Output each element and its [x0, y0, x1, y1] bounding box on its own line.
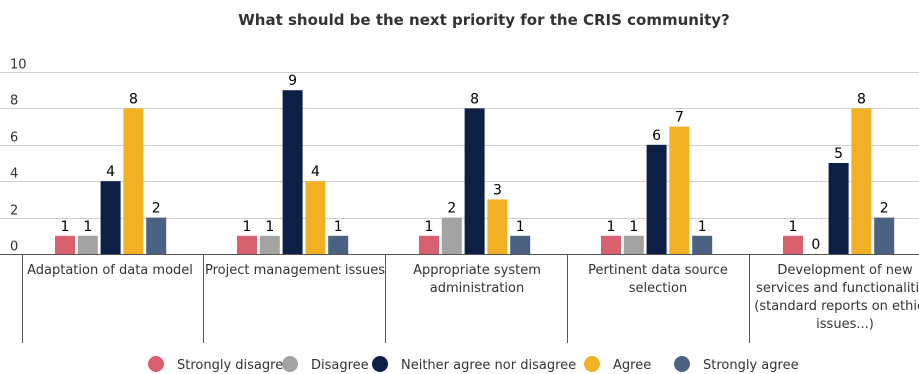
bar-strongly-disagree [601, 235, 621, 254]
bar-agree [123, 108, 144, 255]
legend-marker [584, 356, 600, 372]
category-label: Appropriate system administration [413, 263, 541, 296]
data-label: 1 [607, 219, 616, 235]
data-label: 9 [288, 73, 297, 89]
legend-label: Strongly agree [703, 358, 799, 373]
data-label: 0 [811, 237, 820, 253]
bar-strongly-agree [874, 217, 895, 254]
bar-neither-agree-nor-disagree [828, 163, 849, 254]
bar-agree [669, 126, 690, 254]
data-label: 1 [83, 219, 92, 235]
category-axis: Adaptation of data model Project manageme… [22, 254, 919, 343]
y-tick-label: 8 [10, 94, 18, 109]
bar-strongly-agree [692, 235, 713, 254]
y-axis-ticks: 0 2 4 6 8 10 [10, 58, 27, 255]
bar-strongly-disagree [419, 235, 439, 254]
y-tick-label: 2 [10, 204, 18, 219]
data-label: 4 [106, 164, 115, 180]
bar-agree [487, 199, 508, 254]
bar-neither-agree-nor-disagree [282, 90, 303, 254]
bar-neither-agree-nor-disagree [464, 108, 485, 255]
data-label: 2 [880, 201, 889, 217]
data-label: 8 [857, 91, 866, 107]
bar-disagree [623, 235, 644, 254]
bar-agree [851, 108, 872, 255]
data-label: 3 [493, 182, 502, 198]
data-label: 1 [698, 219, 707, 235]
data-label: 1 [334, 219, 343, 235]
category-label: Adaptation of data model [27, 263, 193, 278]
data-label: 1 [243, 219, 252, 235]
bar-strongly-disagree [783, 235, 803, 254]
bar-strongly-disagree [237, 235, 257, 254]
legend-marker [372, 356, 388, 372]
legend-label: Agree [613, 358, 651, 373]
bar-strongly-agree [328, 235, 349, 254]
data-label: 2 [447, 201, 456, 217]
legend-marker [674, 356, 690, 372]
legend-label: Neither agree nor disagree [401, 358, 576, 373]
data-label: 7 [675, 110, 684, 126]
legend: Strongly disagree Disagree Neither agree n… [148, 356, 799, 373]
data-label: 1 [425, 219, 434, 235]
bar-neither-agree-nor-disagree [646, 144, 667, 254]
y-tick-label: 4 [10, 167, 18, 182]
data-label: 8 [470, 91, 479, 107]
chart-title: What should be the next priority for the… [238, 11, 729, 29]
data-label: 1 [789, 219, 798, 235]
data-label: 2 [152, 201, 161, 217]
y-tick-label: 0 [10, 240, 18, 255]
bars [55, 90, 895, 255]
data-label: 5 [834, 146, 843, 162]
y-tick-label: 6 [10, 131, 18, 146]
bar-strongly-disagree [55, 235, 75, 254]
bar-strongly-agree [146, 217, 167, 254]
legend-label: Strongly disagree [177, 358, 291, 373]
data-label: 8 [129, 91, 138, 107]
category-label: Pertinent data source selection [588, 263, 728, 296]
legend-label: Disagree [311, 358, 369, 373]
bar-disagree [259, 235, 280, 254]
data-label: 1 [516, 219, 525, 235]
legend-marker [282, 356, 298, 372]
legend-marker [148, 356, 164, 372]
bar-agree [305, 181, 326, 254]
bar-neither-agree-nor-disagree [100, 181, 121, 254]
data-label: 6 [652, 128, 661, 144]
data-label: 1 [629, 219, 638, 235]
bar-disagree [77, 235, 98, 254]
data-label: 4 [311, 164, 320, 180]
data-label: 1 [265, 219, 274, 235]
category-label: Development of new services and functiona… [754, 263, 919, 332]
bar-strongly-agree [510, 235, 531, 254]
bar-disagree [441, 217, 462, 254]
data-label: 1 [61, 219, 70, 235]
category-label: Project management issues [205, 263, 385, 278]
y-tick-label: 10 [10, 58, 27, 73]
